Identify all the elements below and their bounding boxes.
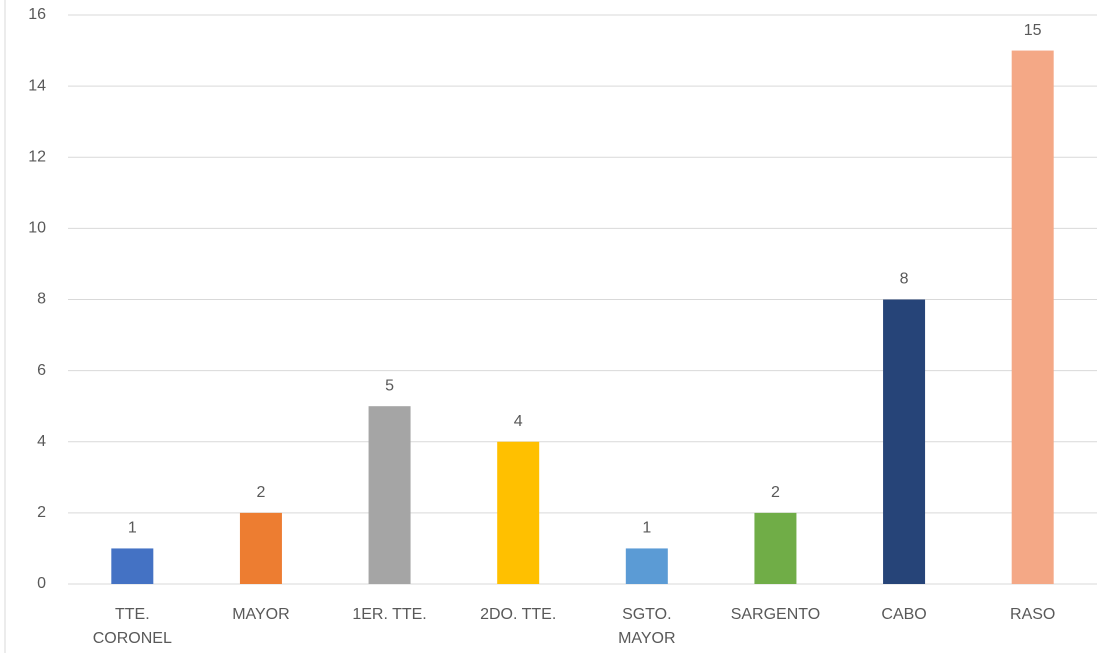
- y-tick-label: 12: [28, 148, 46, 165]
- data-label: 4: [514, 413, 523, 430]
- x-tick-label: SGTO. MAYOR: [618, 606, 676, 647]
- data-label: 2: [256, 484, 265, 501]
- x-tick-label: CABO: [881, 606, 927, 623]
- x-tick-label: RASO: [1010, 606, 1056, 623]
- y-tick-label: 16: [28, 6, 46, 23]
- bar: [368, 406, 411, 584]
- x-tick-label: SARGENTO: [730, 606, 821, 623]
- x-tick-label: 1ER. TTE.: [352, 606, 427, 623]
- data-label: 5: [385, 377, 394, 394]
- x-tick-label: MAYOR: [232, 606, 290, 623]
- x-tick-label: 2DO. TTE.: [480, 606, 557, 623]
- y-tick-label: 8: [37, 291, 46, 308]
- bar: [1011, 50, 1054, 584]
- data-label: 8: [900, 271, 909, 288]
- bar: [239, 512, 282, 584]
- y-tick-label: 14: [28, 77, 46, 94]
- bar: [754, 512, 797, 584]
- data-label: 15: [1024, 22, 1042, 39]
- y-tick-label: 2: [37, 504, 46, 521]
- y-tick-label: 6: [37, 362, 46, 379]
- x-tick-label: TTE. CORONEL: [92, 606, 172, 647]
- bar: [497, 441, 540, 584]
- bar: [883, 299, 926, 584]
- bar: [111, 548, 154, 584]
- y-tick-label: 10: [28, 220, 46, 237]
- data-label: 1: [642, 520, 651, 537]
- data-label: 1: [128, 520, 137, 537]
- y-tick-label: 4: [37, 433, 46, 450]
- bar: [625, 548, 668, 584]
- data-label: 2: [771, 484, 780, 501]
- y-tick-label: 0: [37, 575, 46, 592]
